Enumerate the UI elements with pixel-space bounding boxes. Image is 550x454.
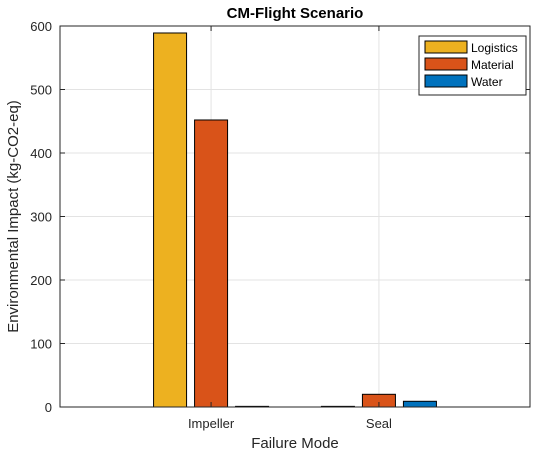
- x-tick-label: Impeller: [188, 416, 235, 431]
- legend-label-logistics: Logistics: [471, 41, 518, 55]
- y-tick-label: 500: [30, 83, 52, 98]
- bar-logistics-impeller: [153, 32, 188, 408]
- legend-swatch-water: [424, 74, 468, 88]
- x-tick-label: Seal: [366, 416, 392, 431]
- bars: [153, 32, 437, 408]
- x-axis-label: Failure Mode: [251, 435, 339, 452]
- bar-water-seal: [402, 400, 437, 408]
- chart-title: CM-Flight Scenario: [227, 5, 364, 22]
- y-axis-label: Environmental Impact (kg-CO2-eq): [5, 100, 22, 333]
- legend-swatch-logistics: [424, 40, 468, 54]
- y-tick-label: 200: [30, 273, 52, 288]
- legend-label-water: Water: [471, 75, 503, 89]
- y-tick-label: 100: [30, 337, 52, 352]
- legend: Logistics Material Water: [418, 35, 527, 96]
- legend-label-material: Material: [471, 58, 514, 72]
- y-tick-label: 600: [30, 19, 52, 34]
- y-tick-label: 400: [30, 146, 52, 161]
- y-tick-label: 300: [30, 210, 52, 225]
- bar-material-impeller: [194, 119, 229, 408]
- legend-swatch-material: [424, 57, 468, 71]
- y-tick-label: 0: [45, 400, 52, 415]
- x-axis-ticks: Impeller Seal: [188, 26, 392, 431]
- y-axis-ticks: 0 100 200 300 400 500 600: [30, 19, 530, 415]
